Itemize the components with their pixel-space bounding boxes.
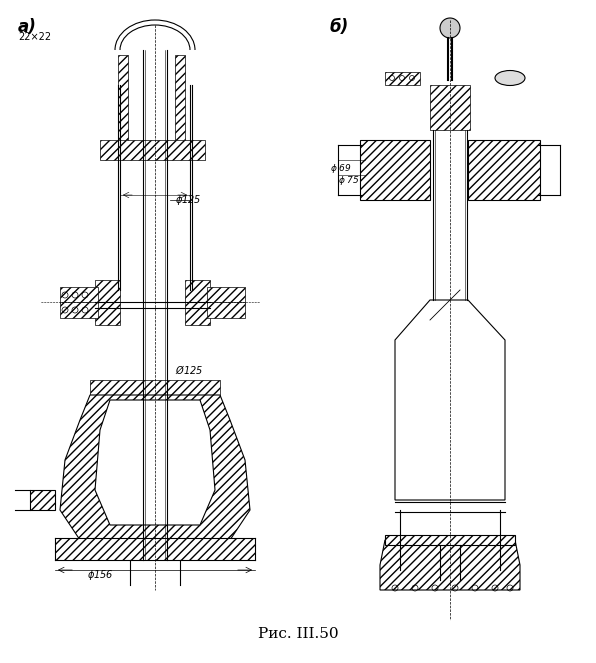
Circle shape [440, 18, 460, 38]
Text: $\phi$ 69: $\phi$ 69 [330, 162, 352, 174]
Polygon shape [95, 400, 215, 525]
Polygon shape [30, 490, 55, 510]
Polygon shape [60, 395, 250, 540]
Text: $\phi$ 75: $\phi$ 75 [339, 174, 360, 186]
Polygon shape [100, 140, 205, 160]
Polygon shape [90, 380, 220, 400]
Text: $\phi$125: $\phi$125 [175, 193, 201, 207]
Text: 22×22: 22×22 [18, 32, 51, 42]
Polygon shape [207, 287, 245, 303]
Polygon shape [385, 72, 420, 85]
Polygon shape [430, 85, 470, 130]
Polygon shape [118, 55, 128, 145]
Polygon shape [175, 55, 185, 145]
Polygon shape [395, 300, 505, 500]
Ellipse shape [131, 427, 179, 453]
Polygon shape [60, 287, 98, 303]
Text: б): б) [330, 18, 349, 36]
Polygon shape [95, 280, 120, 325]
Text: $\O$125: $\O$125 [175, 364, 203, 376]
Text: $\phi$156: $\phi$156 [86, 568, 113, 582]
Polygon shape [60, 302, 98, 318]
Polygon shape [360, 140, 430, 200]
Polygon shape [207, 302, 245, 318]
Polygon shape [468, 140, 540, 200]
Polygon shape [380, 540, 520, 590]
Text: Рис. III.50: Рис. III.50 [257, 627, 339, 641]
Polygon shape [55, 538, 255, 560]
Polygon shape [185, 280, 210, 325]
Polygon shape [385, 535, 515, 545]
Ellipse shape [495, 70, 525, 86]
Text: а): а) [18, 18, 37, 36]
